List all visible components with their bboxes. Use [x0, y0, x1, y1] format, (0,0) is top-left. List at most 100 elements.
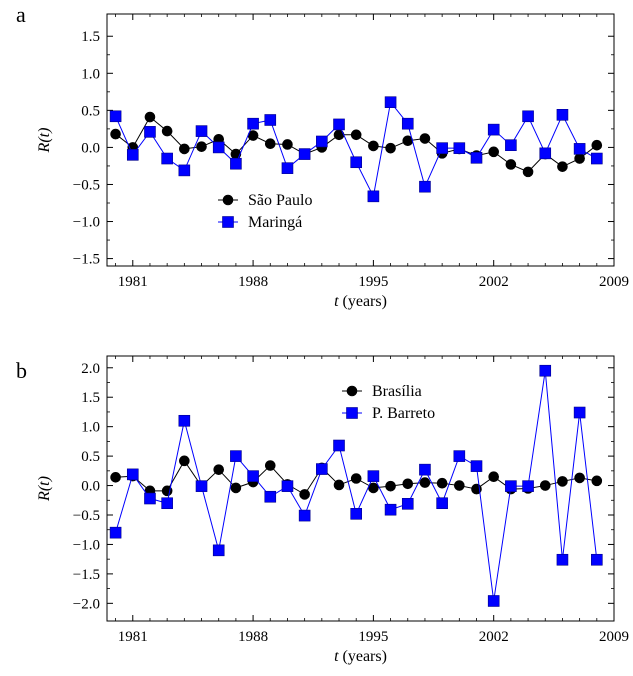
y-tick-label: 0.0 [81, 140, 100, 156]
data-point [401, 498, 414, 510]
data-point [212, 141, 225, 154]
data-point [487, 595, 500, 607]
data-point [556, 109, 569, 121]
data-point [161, 152, 173, 165]
data-point [350, 473, 362, 484]
y-tick-label: −2.0 [73, 596, 100, 612]
panel-b: b 1981 1988 1995 2002 2009 −2.0 −1.5 −1.0 −0.5 0.0… [16, 355, 629, 665]
x-axis-label-unit: (years) [339, 293, 387, 310]
data-point [281, 162, 294, 174]
data-point [385, 142, 396, 154]
data-point [401, 117, 414, 130]
y-axis-label: R(t) [36, 128, 53, 154]
data-point [161, 497, 173, 510]
data-point [179, 455, 190, 467]
y-tick-label: 1.0 [81, 66, 100, 82]
data-point [230, 148, 242, 160]
data-point [454, 480, 465, 491]
data-point [573, 406, 586, 419]
x-tick-label: 2002 [479, 629, 509, 645]
data-point [350, 156, 363, 169]
data-point [574, 472, 585, 484]
data-point [196, 141, 207, 152]
x-tick-label: 1988 [238, 274, 268, 290]
y-axis-label-arg: (t) [36, 476, 53, 491]
y-tick-label: −1.0 [73, 215, 100, 231]
data-point [282, 139, 293, 150]
y-tick-label: 1.5 [81, 390, 100, 406]
data-point [436, 142, 448, 154]
panel-letter: a [16, 2, 26, 27]
legend-label: Brasília [372, 383, 422, 400]
data-point [436, 497, 448, 510]
data-point [264, 114, 277, 126]
data-point [368, 140, 379, 152]
y-tick-label: 2.0 [81, 361, 100, 377]
data-point [556, 553, 569, 566]
data-point [144, 492, 156, 505]
x-tick-label: 1981 [118, 629, 148, 645]
data-point [230, 450, 242, 462]
data-point [110, 128, 121, 140]
data-point [557, 161, 568, 172]
data-point [539, 480, 551, 491]
data-point [384, 503, 397, 516]
data-point [522, 110, 534, 123]
data-point [539, 147, 552, 160]
data-point [144, 111, 156, 123]
data-point [487, 123, 500, 136]
data-point [212, 544, 225, 557]
legend-label: Maringá [248, 214, 302, 231]
data-point [230, 157, 242, 170]
y-tick-label: −1.5 [73, 567, 100, 583]
data-point [230, 482, 242, 494]
data-point [333, 118, 345, 131]
data-point [488, 146, 499, 158]
panel-letter: b [16, 358, 27, 383]
x-tick-label: 1981 [118, 274, 148, 290]
y-axis-label-var: R [36, 491, 53, 502]
data-point [264, 460, 276, 471]
x-tick-label: 2009 [599, 274, 629, 290]
data-point [195, 125, 208, 137]
data-point [470, 460, 483, 472]
data-point [110, 472, 121, 483]
data-point [385, 480, 396, 492]
data-point [178, 414, 191, 427]
data-point [298, 148, 311, 160]
data-point [402, 478, 414, 490]
data-point [453, 450, 466, 462]
data-point [522, 166, 534, 178]
legend-marker-circle [346, 385, 358, 397]
data-point [522, 480, 534, 492]
y-tick-label: 0.5 [81, 449, 100, 465]
data-point [573, 143, 586, 155]
data-point [281, 480, 294, 492]
y-axis-label-var: R [36, 142, 53, 153]
data-point [384, 96, 397, 108]
data-point [591, 553, 603, 566]
series-1 [109, 96, 603, 203]
y-tick-label: 0.5 [81, 103, 100, 119]
legend-marker-square [222, 216, 234, 228]
data-point [179, 143, 190, 155]
data-point [505, 139, 517, 151]
legend-label: P. Barreto [372, 405, 435, 422]
data-point [419, 180, 431, 193]
legend: Brasília P. Barreto [342, 383, 435, 422]
legend: São Paulo Maringá [218, 192, 312, 231]
plot-frame [106, 13, 615, 267]
plot-frame [106, 355, 615, 622]
data-point [195, 480, 208, 492]
data-point [591, 475, 603, 487]
data-point [591, 152, 603, 165]
data-point [264, 490, 277, 503]
data-point [505, 159, 517, 170]
panel-a: a 1981 1988 1995 2002 2009 −1.5 −1.0 −0.5 0.0 0.5 1… [16, 2, 629, 310]
data-point [178, 164, 191, 177]
y-tick-label: 1.0 [81, 420, 100, 436]
y-axis-label-arg: (t) [36, 128, 53, 143]
data-point [591, 139, 603, 151]
data-point [316, 135, 328, 148]
